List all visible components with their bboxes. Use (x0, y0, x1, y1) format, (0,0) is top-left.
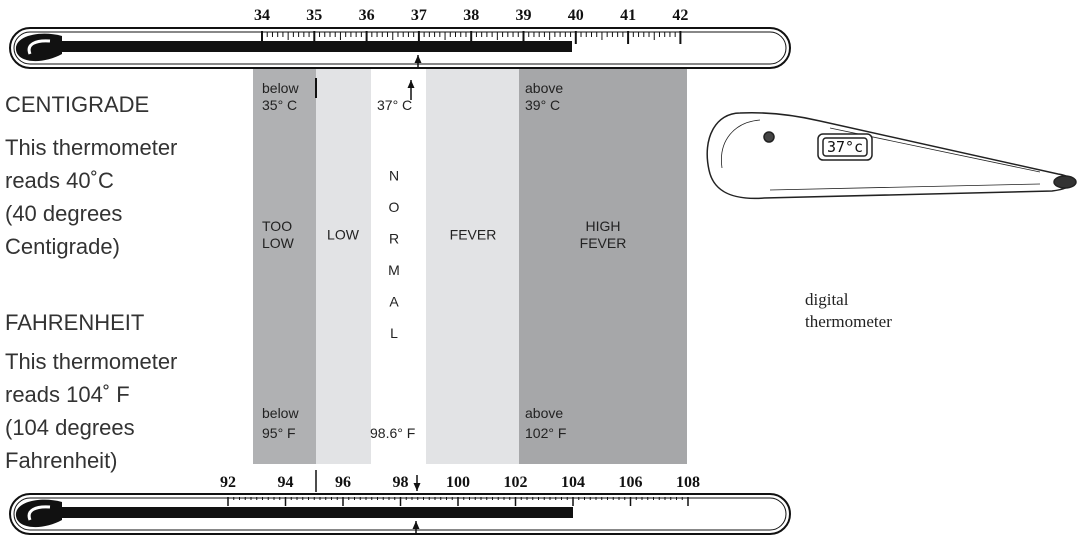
band (253, 68, 316, 464)
celsius-label: 42 (672, 7, 688, 24)
band-note-bottom: above (525, 405, 563, 421)
band-label: L (390, 325, 398, 341)
band-note-bottom: 95° F (262, 425, 296, 441)
band-note-bottom: 102° F (525, 425, 566, 441)
band (519, 68, 687, 464)
band-label: FEVER (580, 235, 627, 251)
note-line: (40 degrees (5, 201, 122, 226)
caption: digital (805, 290, 849, 309)
arrow-head (412, 521, 420, 529)
band (316, 68, 371, 464)
heading: CENTIGRADE (5, 92, 149, 117)
arrow-head (413, 483, 421, 491)
note-line: (104 degrees (5, 415, 135, 440)
band-note-top: below (262, 80, 299, 96)
celsius-label: 37 (411, 7, 427, 24)
celsius-label: 35 (306, 7, 322, 24)
band-label: TOO (262, 218, 292, 234)
celsius-label: 41 (620, 7, 636, 24)
band-label: FEVER (450, 227, 497, 243)
bulb-highlight (27, 39, 51, 55)
band-label: N (389, 168, 399, 184)
arrow-head (407, 80, 415, 88)
heading: FAHRENHEIT (5, 310, 144, 335)
celsius-label: 36 (359, 7, 375, 24)
fahrenheit-label: 94 (278, 474, 294, 491)
note-line: reads 104˚ F (5, 382, 130, 407)
celsius-label: 34 (254, 7, 270, 24)
band-label: O (389, 199, 400, 215)
digital-thermometer (706, 112, 1077, 200)
fahrenheit-label: 102 (504, 474, 528, 491)
band-note-bottom: below (262, 405, 299, 421)
bulb (15, 499, 62, 528)
fahrenheit-label: 96 (335, 474, 351, 491)
band (371, 68, 426, 464)
band-label: LOW (327, 227, 360, 243)
fahrenheit-label: 108 (676, 474, 700, 491)
band-note-top: 35° C (262, 97, 297, 113)
note-line: Centigrade) (5, 234, 120, 259)
band-note-bottom: 98.6° F (370, 425, 415, 441)
bulb (15, 33, 62, 62)
celsius-label: 38 (463, 7, 479, 24)
note-line: Fahrenheit) (5, 448, 118, 473)
band-note-top: 39° C (525, 97, 560, 113)
band-label: HIGH (586, 218, 621, 234)
note-line: This thermometer (5, 349, 177, 374)
fahrenheit-label: 100 (446, 474, 470, 491)
fahrenheit-label: 104 (561, 474, 585, 491)
band-note-top: 37° C (377, 97, 412, 113)
band-label: R (389, 231, 399, 247)
bulb-highlight (27, 505, 51, 521)
band-label: LOW (262, 235, 295, 251)
mercury (40, 41, 572, 52)
fahrenheit-label: 92 (220, 474, 236, 491)
celsius-label: 39 (516, 7, 532, 24)
mercury (40, 507, 573, 518)
fahrenheit-label: 98 (393, 474, 409, 491)
thermometer-inner (13, 31, 787, 65)
band-label: A (389, 294, 399, 310)
caption: thermometer (805, 312, 892, 331)
celsius-label: 40 (568, 7, 584, 24)
band-label: M (388, 262, 400, 278)
band (426, 68, 519, 464)
arrow-head (414, 55, 422, 63)
fahrenheit-label: 106 (619, 474, 643, 491)
note-line: reads 40˚C (5, 168, 114, 193)
note-line: This thermometer (5, 135, 177, 160)
band-note-top: above (525, 80, 563, 96)
display: 37°c (827, 138, 863, 156)
